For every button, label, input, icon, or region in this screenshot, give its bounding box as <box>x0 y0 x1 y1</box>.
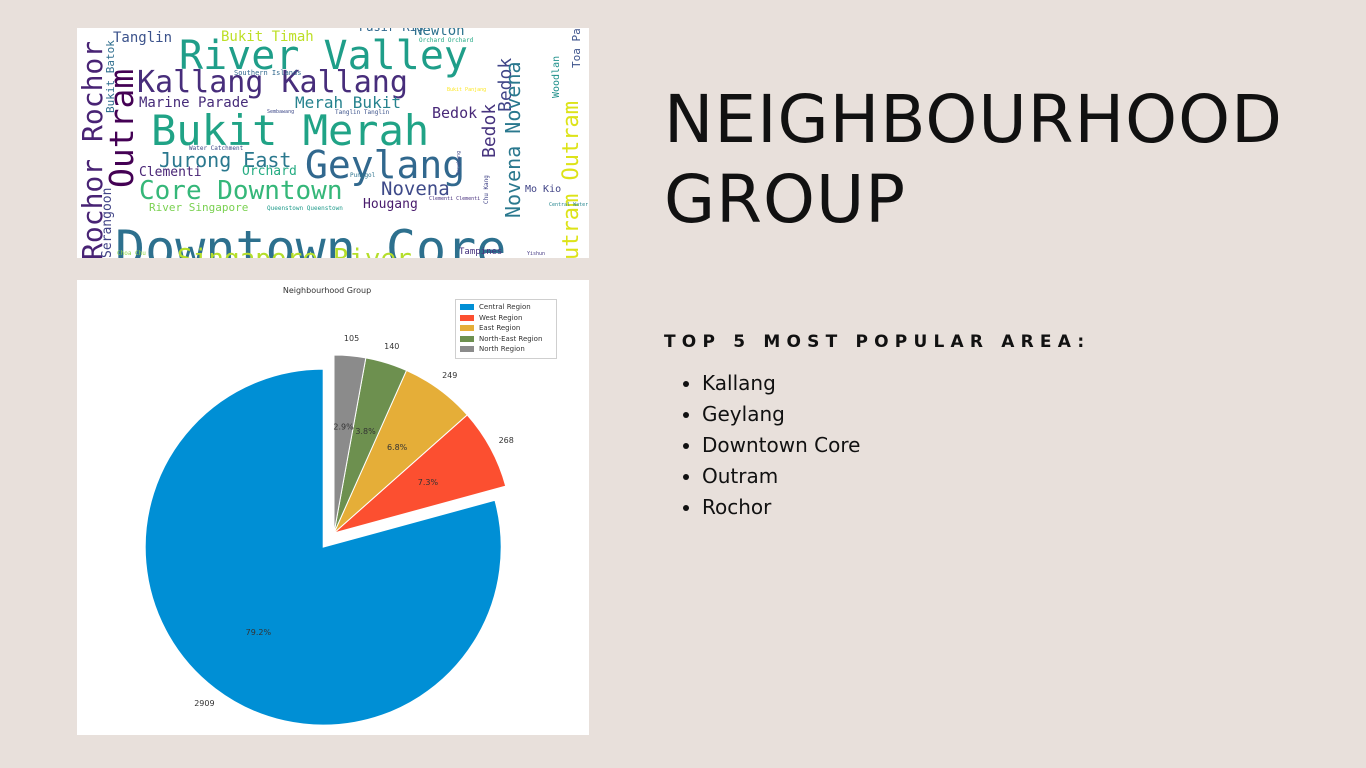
word-cloud-word: Bedok <box>432 104 478 122</box>
legend-swatch <box>460 304 474 311</box>
word-cloud-word: Bukit Merah <box>151 106 430 155</box>
top-area-item: Outram <box>702 461 860 492</box>
legend-swatch <box>460 346 474 353</box>
pie-percent-label: 79.2% <box>246 628 272 637</box>
word-cloud-word: Bukit Panjang <box>447 87 487 93</box>
legend-entry: North Region <box>460 344 552 355</box>
word-cloud-word: Sengkang <box>456 150 462 175</box>
legend-label: Central Region <box>479 303 531 312</box>
legend-swatch <box>460 335 474 342</box>
legend-swatch <box>460 314 474 321</box>
pie-chart: Neighbourhood Group 79.2% 2909 7.3% 268 6.8%… <box>144 286 514 726</box>
word-cloud-word: Serangoon <box>100 187 115 258</box>
word-cloud-word: Choa Chu <box>117 250 146 257</box>
word-cloud-word: Novena <box>381 178 450 200</box>
pie-percent-label: 7.3% <box>418 478 439 487</box>
word-cloud-word: Clementi Clementi <box>429 196 481 202</box>
legend-label: North-East Region <box>479 334 543 343</box>
pie-percent-label: 2.9% <box>333 423 354 432</box>
legend-entry: Central Region <box>460 302 552 313</box>
word-cloud-word: Core Downtown <box>139 176 343 206</box>
word-cloud-word: Singapore River <box>177 246 412 258</box>
word-cloud-word: Hougang <box>363 197 418 212</box>
word-cloud-word: Clementi <box>139 165 202 180</box>
word-cloud-word: Marine Parade <box>139 95 249 111</box>
pie-slice <box>144 368 502 726</box>
top-areas-heading: TOP 5 MOST POPULAR AREA: <box>664 332 1091 352</box>
legend-entry: North-East Region <box>460 334 552 345</box>
word-cloud-word: Kallang Kallang <box>137 65 408 100</box>
word-cloud-word: Yishun <box>527 251 546 257</box>
chart-title: Neighbourhood Group <box>283 286 371 295</box>
top-area-item: Downtown Core <box>702 430 860 461</box>
word-cloud-word: Punggol <box>350 172 376 179</box>
word-cloud-word: Southern Islands <box>234 69 302 77</box>
word-cloud-word: River Singapore <box>149 201 249 214</box>
word-cloud-word: Central Water <box>549 202 589 208</box>
pie-value-label: 105 <box>344 334 359 343</box>
word-cloud: Downtown Core Bukit Merah Geylang River Val… <box>77 28 589 258</box>
legend-swatch <box>460 325 474 332</box>
chart-legend: Central Region West Region East Region Nort… <box>455 299 557 359</box>
word-cloud-word: Novena Novena <box>501 61 525 218</box>
word-cloud-word: Tampines <box>459 247 503 257</box>
word-cloud-word: Bukit Timah <box>221 29 314 45</box>
word-cloud-word: Tanglin Tanglin <box>335 109 390 116</box>
word-cloud-word: utram Outram <box>559 101 584 258</box>
pie-percent-label: 3.8% <box>355 427 376 436</box>
word-cloud-word: Jurong East <box>159 148 292 172</box>
word-cloud-word: Downtown Core <box>115 220 507 258</box>
pie-value-label: 2909 <box>194 699 214 708</box>
word-cloud-word: Newton <box>414 28 465 39</box>
legend-label: West Region <box>479 313 523 322</box>
word-cloud-word: Bukit Batok <box>104 40 117 113</box>
word-cloud-word: Sembawang <box>267 109 295 115</box>
top-area-item: Geylang <box>702 399 860 430</box>
word-cloud-word: Merah Bukit <box>295 93 401 112</box>
legend-label: North Region <box>479 345 525 354</box>
word-cloud-word: Chu Kang <box>483 175 490 204</box>
pie-value-label: 140 <box>384 342 399 351</box>
word-cloud-word: Woodlan <box>551 55 562 98</box>
word-cloud-word: Orchard Orchard <box>419 37 474 44</box>
top-area-item: Kallang <box>702 368 860 399</box>
page-title-line: NEIGHBOURHOOD <box>664 81 1283 158</box>
pie-value-label: 268 <box>499 436 514 445</box>
word-cloud-word: Tanglin <box>113 30 173 46</box>
pie-chart-panel: Neighbourhood Group 79.2% 2909 7.3% 268 6.8%… <box>77 280 589 735</box>
word-cloud-word: Mo Kio <box>525 184 562 195</box>
word-cloud-word: River Valley <box>179 33 468 79</box>
word-cloud-word: Pasir Ris <box>359 28 424 33</box>
word-cloud-word: Water Catchment <box>189 145 244 152</box>
pie-value-label: 249 <box>442 371 457 380</box>
top-areas-list: KallangGeylangDowntown CoreOutramRochor <box>680 368 860 523</box>
page-title: NEIGHBOURHOOD GROUP <box>664 80 1283 240</box>
pie-slice <box>333 354 367 534</box>
word-cloud-word: Queenstown Queenstown <box>267 205 343 212</box>
word-cloud-word: Geylang <box>305 143 466 187</box>
page-title-line: GROUP <box>664 161 907 238</box>
legend-label: East Region <box>479 324 521 333</box>
legend-entry: West Region <box>460 313 552 324</box>
legend-entry: East Region <box>460 323 552 334</box>
word-cloud-word: Toa Pa <box>570 28 583 68</box>
pie-percent-label: 6.8% <box>387 443 408 452</box>
top-area-item: Rochor <box>702 492 860 523</box>
word-cloud-word: Orchard <box>242 164 297 179</box>
